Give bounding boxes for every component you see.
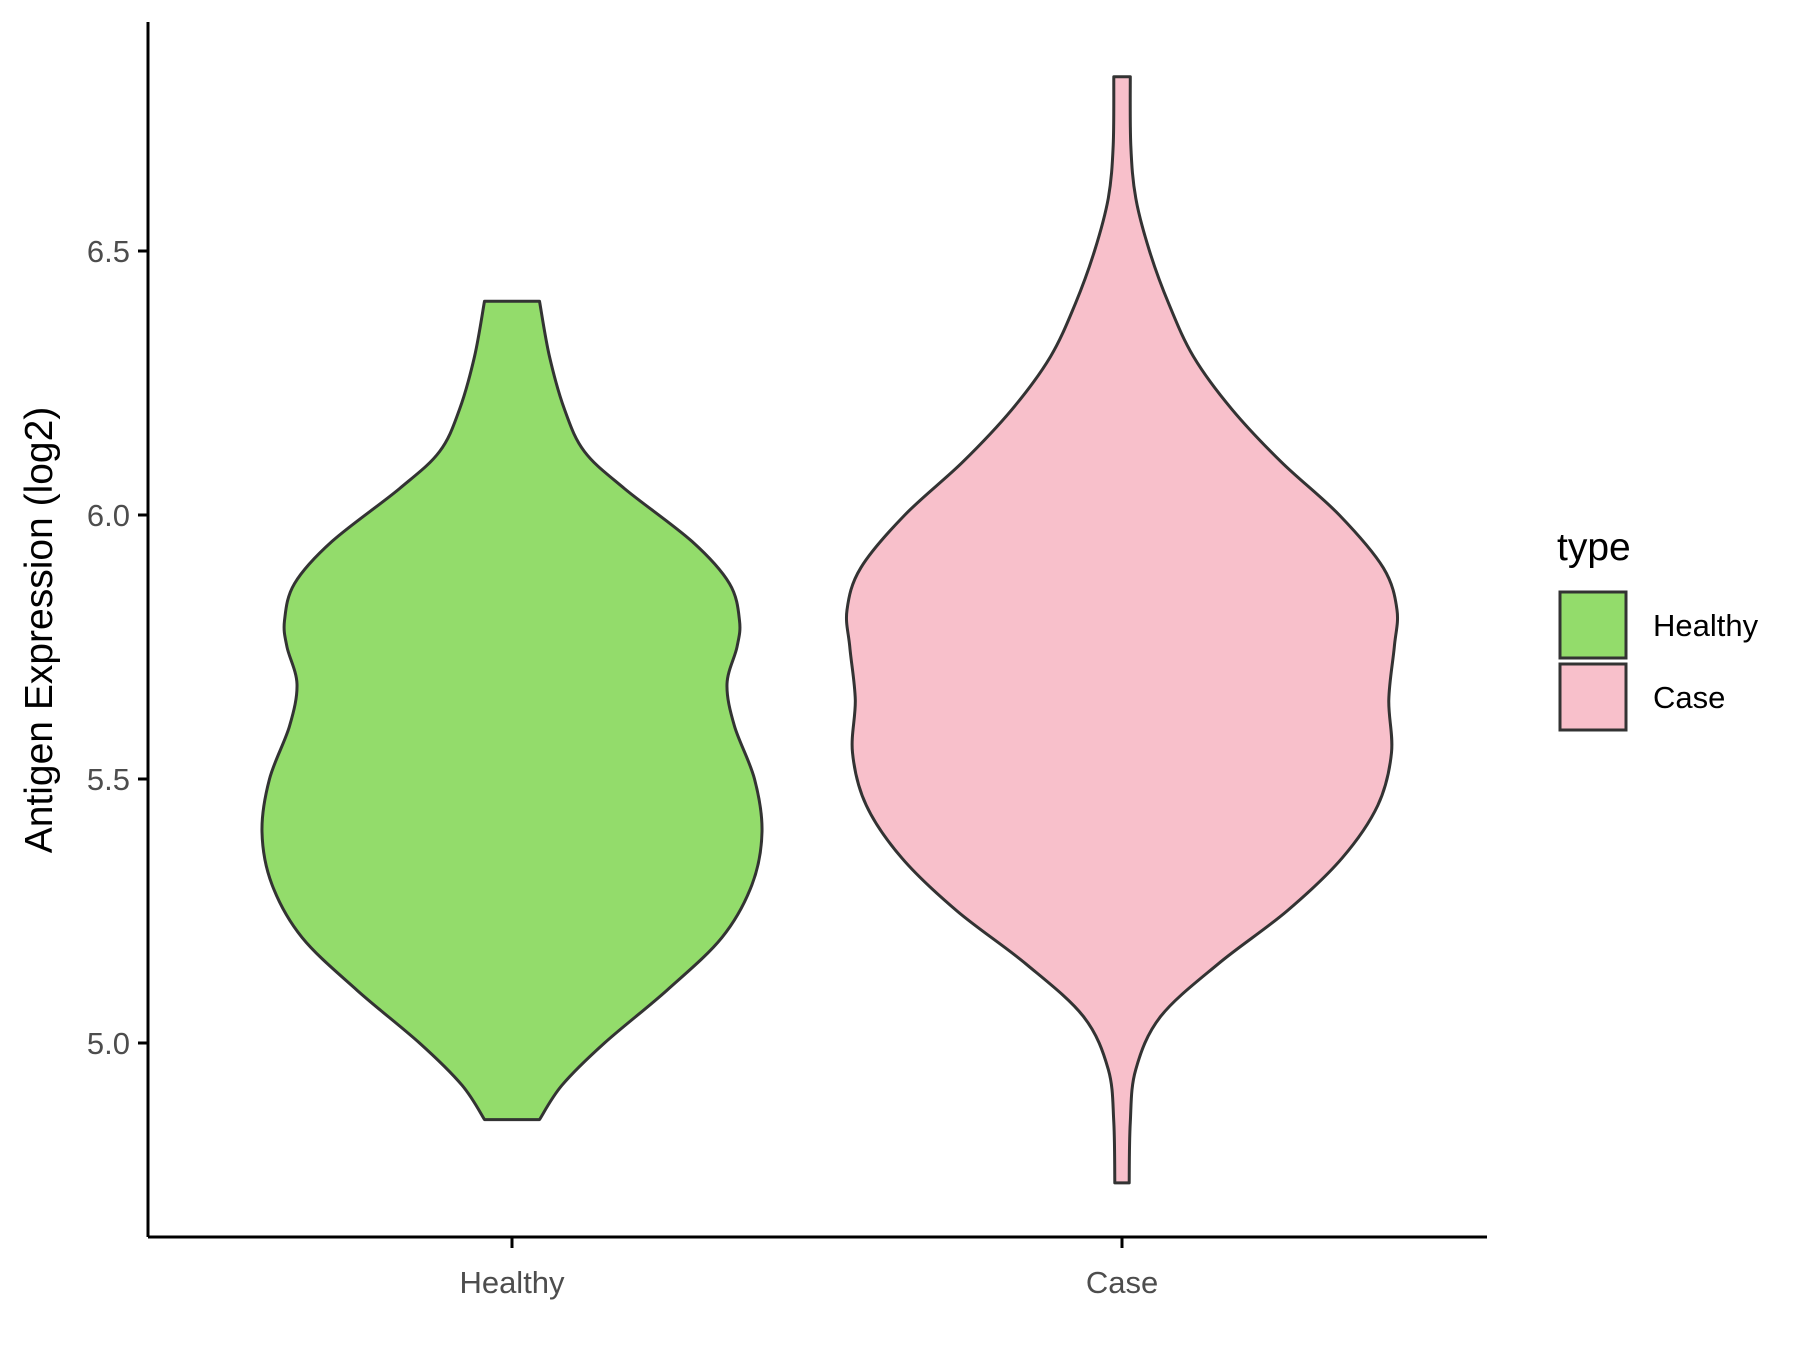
x-ticks: Healthy Case — [459, 1237, 1158, 1300]
y-axis-title: Antigen Expression (log2) — [18, 407, 61, 854]
axes — [146, 22, 1487, 1239]
y-tick-label: 6.0 — [87, 498, 130, 533]
violin-healthy — [260, 299, 764, 1122]
y-tick-label: 5.0 — [87, 1026, 130, 1061]
violin-case — [844, 75, 1400, 1185]
legend: type Healthy Case — [1557, 526, 1759, 732]
violin-layer — [260, 75, 1400, 1185]
legend-items: Healthy Case — [1558, 590, 1759, 732]
legend-swatch-case — [1558, 662, 1628, 732]
y-tick-label: 6.5 — [87, 234, 130, 269]
legend-swatch-healthy — [1558, 590, 1628, 660]
legend-label-case: Case — [1653, 680, 1725, 715]
legend-label-healthy: Healthy — [1653, 608, 1759, 643]
y-ticks: 5.0 5.5 6.0 6.5 — [87, 234, 148, 1061]
x-tick-label: Healthy — [459, 1265, 565, 1300]
legend-title: type — [1557, 526, 1631, 569]
x-tick-label: Case — [1086, 1265, 1158, 1300]
y-tick-label: 5.5 — [87, 762, 130, 797]
